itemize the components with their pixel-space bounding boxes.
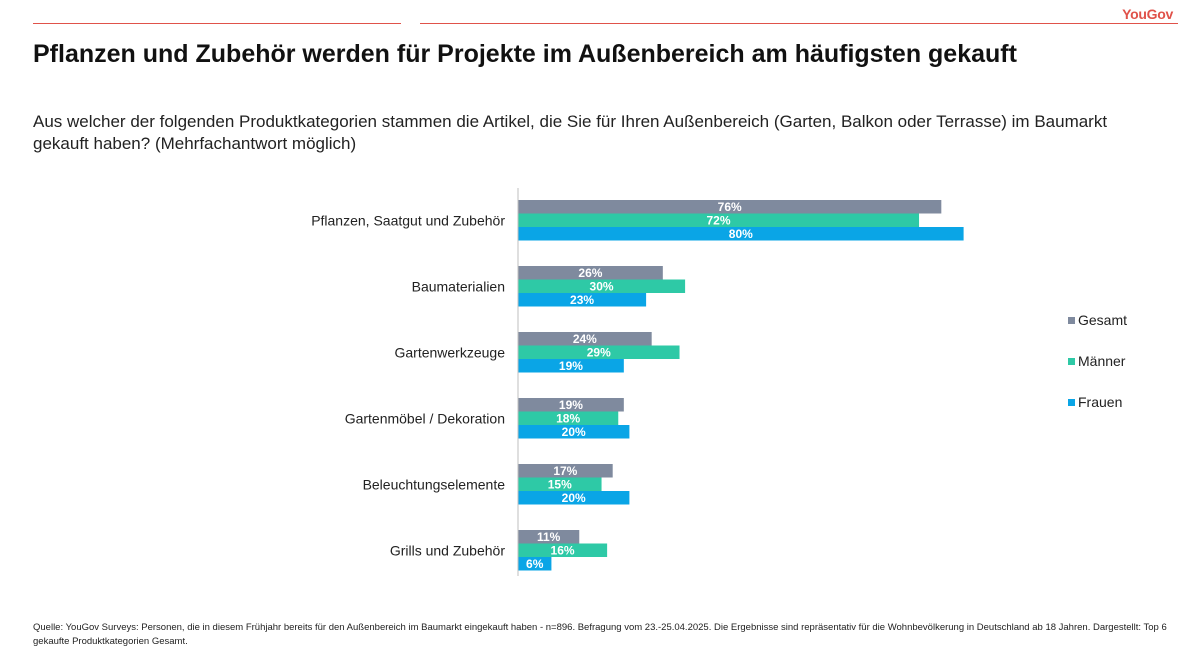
legend-swatch (1068, 399, 1075, 406)
bar-frauen (518, 425, 630, 439)
bar-frauen (518, 293, 647, 307)
legend-entry: Frauen (1078, 394, 1122, 410)
bar-value-label: 24% (573, 332, 597, 346)
bar-mnner (518, 411, 619, 425)
header-rule-right (420, 23, 1178, 24)
bar-value-label: 11% (537, 530, 561, 544)
bar-value-label: 23% (570, 293, 594, 307)
brand-logo: YouGov (1122, 6, 1173, 22)
bar-gesamt (518, 530, 580, 544)
bar-mnner (518, 279, 686, 293)
bar-gesamt (518, 398, 624, 412)
category-label: Baumaterialien (412, 278, 505, 294)
bar-chart: Pflanzen, Saatgut und Zubehör 76%72%80% Ba… (311, 188, 1127, 576)
bar-value-label: 80% (729, 227, 753, 241)
bar-value-label: 30% (590, 280, 614, 294)
bar-frauen (518, 227, 964, 241)
bar-value-label: 6% (526, 557, 544, 571)
bar-value-label: 26% (578, 266, 602, 280)
category-label: Beleuchtungselemente (363, 476, 506, 492)
bar-mnner (518, 477, 602, 491)
chart-subtitle: Aus welcher der folgenden Produktkategor… (33, 112, 1108, 153)
bar-value-label: 17% (553, 464, 577, 478)
bar-gesamt (518, 266, 663, 280)
bar-value-label: 20% (562, 491, 586, 505)
legend-entry: Gesamt (1078, 312, 1127, 328)
bar-mnner (518, 543, 608, 557)
bar-gesamt (518, 200, 942, 214)
category-label: Grills und Zubehör (390, 542, 506, 558)
bar-value-label: 76% (718, 200, 742, 214)
bar-value-label: 72% (707, 214, 731, 228)
bar-frauen (518, 557, 552, 571)
bar-value-label: 15% (548, 478, 572, 492)
legend-entry: Männer (1078, 353, 1126, 369)
category-label: Gartenmöbel / Dekoration (345, 410, 505, 426)
bar-value-label: 29% (587, 346, 611, 360)
bar-mnner (518, 213, 920, 227)
source-footnote: Quelle: YouGov Surveys: Personen, die in… (33, 622, 1167, 647)
chart-title: Pflanzen und Zubehör werden für Projekte… (33, 40, 1017, 68)
bar-value-label: 19% (559, 398, 583, 412)
bar-mnner (518, 345, 680, 359)
legend-swatch (1068, 317, 1075, 324)
bar-frauen (518, 491, 630, 505)
bar-value-label: 19% (559, 359, 583, 373)
bar-gesamt (518, 464, 613, 478)
category-label: Gartenwerkzeuge (394, 344, 505, 360)
bar-value-label: 16% (551, 544, 575, 558)
bar-frauen (518, 359, 624, 373)
header-rule-left (33, 23, 401, 24)
bar-value-label: 18% (556, 412, 580, 426)
category-label: Pflanzen, Saatgut und Zubehör (311, 212, 505, 228)
bar-gesamt (518, 332, 652, 346)
bar-value-label: 20% (562, 425, 586, 439)
legend-swatch (1068, 358, 1075, 365)
